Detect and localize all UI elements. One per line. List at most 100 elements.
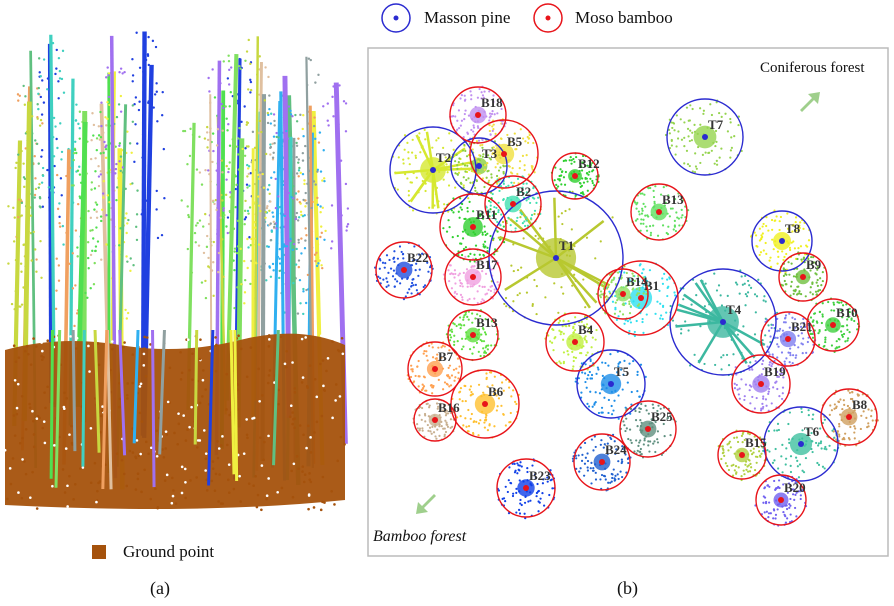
crown-circle-B1 — [603, 260, 679, 336]
tree-label-T6: T6 — [804, 424, 820, 439]
moso-bamboo-legend-icon — [533, 3, 563, 33]
tree-label-B20: B20 — [784, 480, 806, 495]
tree-label-B5: B5 — [507, 134, 523, 149]
tree-label-T2: T2 — [436, 150, 451, 165]
moso-bamboo-legend-label: Moso bamboo — [575, 8, 673, 27]
ground-points — [3, 333, 346, 512]
stem-position-B13 — [470, 332, 476, 338]
tree-stem — [81, 329, 86, 467]
bamboo-arrow-icon — [416, 494, 436, 514]
stem-position-T1 — [553, 255, 559, 261]
tree-stem — [193, 329, 199, 445]
stem-position-T4 — [720, 319, 726, 325]
stem-position-B17 — [470, 274, 476, 280]
tree-label-B18: B18 — [481, 95, 503, 110]
tree-label-B13: B13 — [476, 315, 498, 330]
stem-position-B21 — [785, 336, 791, 342]
masson-pine-legend-label: Masson pine — [424, 8, 511, 27]
crown-circle-B7 — [407, 341, 463, 397]
crown-circle-B6 — [450, 369, 520, 439]
crown-circle-B23 — [496, 458, 556, 518]
stem-position-B9 — [800, 274, 806, 280]
tree-stem — [229, 329, 236, 475]
stem-position-B25 — [645, 426, 651, 432]
masson-pine-legend-icon — [381, 3, 411, 33]
stem-position-T8 — [779, 238, 785, 244]
crown-circle-B24 — [573, 433, 631, 491]
crown-circle-B4 — [545, 312, 605, 372]
crown-points-B6 — [451, 369, 520, 439]
coniferous-forest-label: Coniferous forest — [760, 60, 865, 76]
crown-circle-B11 — [439, 193, 507, 261]
stem-position-B24 — [599, 459, 605, 465]
stem-position-B10 — [830, 322, 836, 328]
crown-circle-T8 — [751, 210, 813, 272]
panel-a-caption: (a) — [150, 578, 170, 598]
crown-circle-B17 — [444, 248, 502, 306]
stem-position-B6 — [482, 401, 488, 407]
tree-label-B4: B4 — [578, 322, 594, 337]
tree-label-B17: B17 — [476, 257, 498, 272]
tree-label-B15: B15 — [745, 435, 767, 450]
crown-circle-B2 — [484, 175, 542, 233]
stem-position-B20 — [778, 497, 784, 503]
tree-stem — [54, 329, 62, 488]
stem-position-B2 — [510, 201, 516, 207]
stem-position-B5 — [501, 151, 507, 157]
tree-label-B11: B11 — [476, 207, 497, 222]
tree-label-T8: T8 — [785, 221, 801, 236]
stem-position-B11 — [470, 224, 476, 230]
crown-circle-B8 — [820, 388, 878, 446]
panel-b-frame — [367, 47, 889, 557]
tree-stem — [233, 329, 239, 482]
stem-position-B22 — [401, 267, 407, 273]
crown-circle-B15 — [717, 430, 767, 480]
crown-circle-B18 — [449, 86, 507, 144]
crown-circle-B22 — [375, 241, 433, 299]
stem-position-B1 — [638, 295, 644, 301]
tree-stem — [158, 329, 166, 455]
stem-position-B13 — [656, 209, 662, 215]
stem-position-B12 — [572, 173, 578, 179]
stem-position-B18 — [475, 112, 481, 118]
tree-stem — [101, 329, 109, 490]
stem-position-B14 — [620, 291, 626, 297]
crown-points-T6 — [761, 407, 840, 484]
bamboo-forest-label: Bamboo forest — [373, 528, 467, 545]
stem-position-T3 — [476, 163, 482, 169]
crown-circle-B14 — [597, 268, 649, 320]
stem-position-B4 — [572, 339, 578, 345]
tree-label-B24: B24 — [605, 442, 627, 457]
tree-label-B8: B8 — [852, 397, 868, 412]
crown-points-T2 — [391, 128, 478, 215]
tree-label-B19: B19 — [764, 364, 786, 379]
tree-label-T1: T1 — [559, 238, 574, 253]
crown-circle-B5 — [469, 119, 539, 189]
tree-label-B14: B14 — [626, 274, 648, 289]
tree-label-B16: B16 — [438, 400, 460, 415]
crown-circle-B21 — [760, 311, 816, 367]
stem-position-B7 — [432, 366, 438, 372]
tree-label-T7: T7 — [708, 117, 724, 132]
tree-label-T5: T5 — [614, 364, 630, 379]
crown-circle-B19 — [731, 354, 791, 414]
panel-b-caption: (b) — [617, 578, 638, 598]
crown-circle-B9 — [778, 252, 828, 302]
masson-pine-legend-dot — [393, 15, 399, 21]
crown-circle-B16 — [413, 398, 457, 442]
tree-stem — [118, 329, 127, 456]
ground-point-legend-label: Ground point — [123, 542, 215, 561]
tree-label-B25: B25 — [651, 409, 673, 424]
stem-position-T5 — [608, 381, 614, 387]
tree-label-T4: T4 — [726, 302, 742, 317]
tree-label-B21: B21 — [791, 319, 813, 334]
tree-stem — [106, 329, 113, 490]
stem-position-B23 — [523, 485, 529, 491]
ground-point-legend-swatch — [92, 545, 106, 559]
crown-circle-B20 — [755, 474, 807, 526]
crown-circle-T1 — [488, 190, 624, 326]
crown-points-B22 — [374, 241, 434, 301]
crown-circle-B12 — [551, 152, 599, 200]
